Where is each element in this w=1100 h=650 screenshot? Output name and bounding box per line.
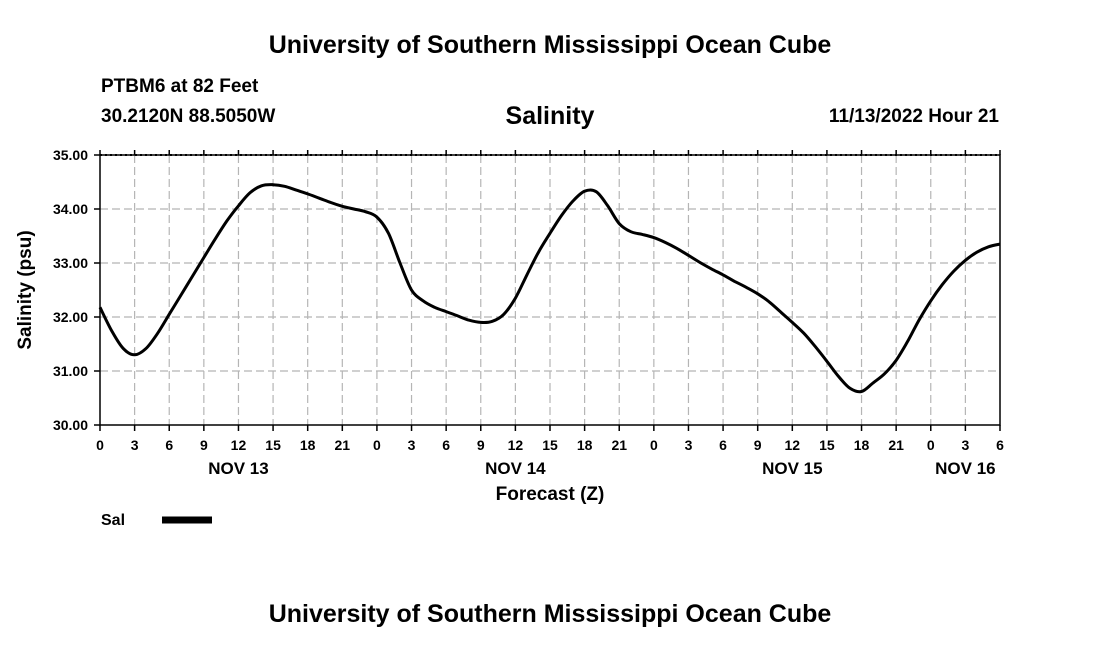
x-tick-label: 6 — [719, 437, 727, 453]
x-tick-label: 3 — [408, 437, 416, 453]
y-tick-label: 31.00 — [53, 363, 88, 379]
y-tick-label: 32.00 — [53, 309, 88, 325]
x-tick-label: 3 — [961, 437, 969, 453]
x-tick-label: 18 — [300, 437, 316, 453]
y-tick-label: 30.00 — [53, 417, 88, 433]
x-tick-label: 18 — [577, 437, 593, 453]
y-tick-label: 35.00 — [53, 147, 88, 163]
x-tick-label: 12 — [508, 437, 524, 453]
x-tick-label: 0 — [373, 437, 381, 453]
legend-label: Sal — [101, 512, 125, 529]
page-title: University of Southern Mississippi Ocean… — [268, 31, 832, 59]
x-tick-label: 9 — [200, 437, 208, 453]
y-axis-label: Salinity (psu) — [15, 230, 36, 349]
y-tick-label: 33.00 — [53, 255, 88, 271]
x-tick-label: 21 — [611, 437, 627, 453]
day-label: NOV 14 — [485, 459, 546, 478]
x-tick-label: 12 — [231, 437, 247, 453]
x-tick-label: 3 — [131, 437, 139, 453]
x-tick-label: 0 — [650, 437, 658, 453]
datetime-label: 11/13/2022 Hour 21 — [828, 106, 999, 127]
day-label: NOV 15 — [762, 459, 822, 478]
x-tick-label: 21 — [888, 437, 904, 453]
x-tick-label: 6 — [442, 437, 450, 453]
coordinates-label: 30.2120N 88.5050W — [101, 106, 276, 127]
x-tick-label: 6 — [996, 437, 1004, 453]
x-tick-label: 3 — [685, 437, 693, 453]
station-label: PTBM6 at 82 Feet — [101, 76, 259, 97]
x-tick-label: 21 — [335, 437, 351, 453]
day-label: NOV 16 — [935, 459, 995, 478]
x-tick-label: 0 — [927, 437, 935, 453]
day-label: NOV 13 — [208, 459, 268, 478]
x-tick-label: 9 — [754, 437, 762, 453]
x-tick-label: 12 — [785, 437, 801, 453]
series-line-sal — [98, 183, 1001, 394]
grid-lines — [100, 155, 1000, 425]
x-tick-label: 18 — [854, 437, 870, 453]
x-tick-label: 15 — [542, 437, 558, 453]
chart-title: Salinity — [506, 102, 595, 130]
y-tick-label: 34.00 — [53, 201, 88, 217]
x-tick-label: 0 — [96, 437, 104, 453]
plot-frame — [99, 154, 1001, 426]
x-tick-label: 9 — [477, 437, 485, 453]
series-layer — [98, 183, 1001, 394]
x-tick-label: 15 — [265, 437, 281, 453]
x-tick-label: 15 — [819, 437, 835, 453]
x-axis-label: Forecast (Z) — [496, 484, 605, 505]
x-tick-label: 6 — [165, 437, 173, 453]
footer-title: University of Southern Mississippi Ocean… — [268, 600, 832, 628]
